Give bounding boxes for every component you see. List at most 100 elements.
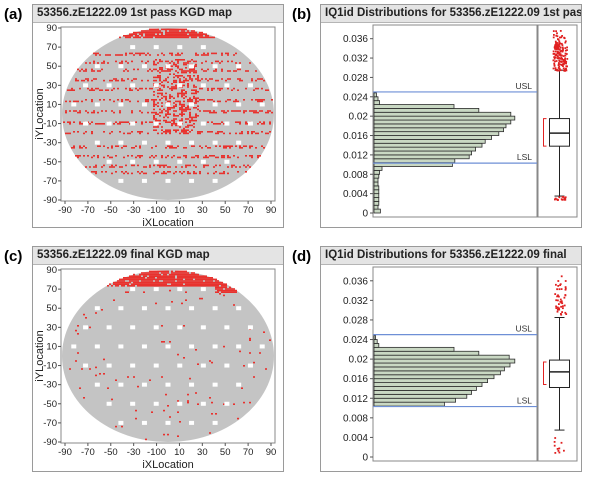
x-axis-label: iXLocation	[142, 217, 193, 229]
x-tick-label: 70	[243, 447, 254, 458]
outlier-point	[558, 57, 560, 59]
outlier-point	[553, 64, 556, 66]
histogram-bar	[373, 104, 455, 109]
outlier-point	[558, 67, 561, 70]
y-tick-label: -30	[43, 138, 57, 149]
outlier-point	[559, 54, 562, 57]
histogram-bar	[373, 358, 516, 364]
histogram-bar	[373, 142, 483, 148]
outlier-point	[562, 59, 565, 61]
histogram-bar	[373, 204, 379, 210]
outlier-point	[556, 47, 559, 50]
distribution-panel-final: IQ1id Distributions for 53356.zE1222.09 …	[320, 246, 582, 472]
outlier-point	[561, 35, 563, 37]
histogram-bar	[373, 146, 476, 152]
outlier-point	[562, 65, 564, 67]
outlier-point	[559, 57, 562, 60]
histogram-bar	[373, 346, 455, 352]
x-tick-label: -70	[81, 205, 95, 216]
outlier-point	[564, 57, 566, 60]
outlier-point	[557, 46, 560, 49]
y-tick-label: -50	[43, 157, 57, 168]
outliers	[553, 275, 568, 454]
outliers	[552, 30, 569, 201]
outlier-point	[562, 305, 564, 308]
outlier-point	[553, 46, 556, 49]
y-axis-label: iYLocation	[34, 330, 46, 381]
box	[549, 359, 570, 388]
outlier-point	[554, 47, 556, 50]
outlier-point	[556, 295, 558, 298]
outlier-point	[564, 311, 567, 314]
outlier-point	[552, 50, 555, 53]
lsl-label: LSL	[517, 152, 532, 162]
outlier-point	[557, 51, 560, 54]
distribution-chart: 0 0.004 0.008 0.012 0.016 0.02 0.024 0.028 0.032…	[343, 24, 578, 220]
histogram-bar	[373, 370, 501, 376]
x-tick-label: 50	[220, 447, 231, 458]
outlier-point	[556, 448, 559, 450]
outlier-point	[561, 302, 564, 305]
y-tick-label: 10	[46, 341, 57, 352]
outlier-point	[557, 47, 560, 50]
x-tick-label: -30	[127, 447, 141, 458]
outlier-point	[564, 197, 566, 200]
histogram-bar	[373, 378, 488, 383]
outlier-point	[564, 54, 567, 57]
outlier-point	[558, 308, 561, 311]
histogram-bar	[373, 100, 380, 105]
histogram-bar	[373, 92, 377, 98]
histogram-bar	[373, 397, 456, 403]
outlier-point	[556, 306, 559, 309]
outlier-point	[564, 41, 567, 44]
outlier-point	[565, 60, 568, 63]
outlier-point	[555, 34, 558, 37]
outlier-point	[554, 293, 557, 295]
y-tick-label: 0.024	[343, 335, 368, 346]
y-tick-label: 0.036	[343, 276, 368, 287]
outlier-point	[554, 437, 557, 439]
outlier-point	[556, 310, 559, 313]
outlier-point	[561, 57, 563, 60]
outlier-point	[560, 305, 562, 308]
panel-letter-a: (a)	[4, 6, 23, 23]
outlier-point	[564, 198, 567, 201]
outlier-point	[555, 46, 557, 49]
histogram-bar	[373, 131, 500, 136]
x-tick-label: 90	[266, 205, 277, 216]
outlier-point	[555, 42, 557, 45]
outlier-point	[562, 307, 564, 310]
outlier-point	[557, 44, 560, 47]
outlier-point	[555, 299, 558, 302]
histogram-bar	[373, 177, 379, 183]
y-tick-label: 0.028	[343, 73, 368, 84]
y-tick-label: -90	[43, 437, 57, 448]
outlier-point	[553, 52, 556, 55]
outlier-point	[560, 36, 563, 39]
outlier-point	[566, 49, 568, 51]
outlier-point	[555, 307, 558, 309]
x-tick-label: -90	[58, 205, 72, 216]
wafer-map-chart: 90 70 50 30 10 -10 -30 -50 -70 -90-90 -70 -50 -30 -10…	[34, 23, 277, 229]
outlier-point	[555, 30, 557, 33]
outlier-point	[562, 55, 565, 57]
y-tick-label: 0.012	[343, 150, 368, 161]
histogram-bars	[373, 92, 516, 214]
usl-label: USL	[515, 324, 532, 334]
outlier-point	[556, 35, 559, 38]
outlier-point	[557, 38, 560, 41]
outlier-point	[564, 288, 567, 291]
outlier-point	[552, 30, 555, 32]
panel-letter-b: (b)	[292, 6, 312, 23]
y-tick-label: 70	[46, 284, 57, 295]
outlier-point	[558, 288, 561, 291]
y-tick-label: -70	[43, 418, 57, 429]
outlier-point	[561, 196, 564, 198]
y-tick-label: 0.004	[343, 433, 368, 444]
outlier-point	[560, 300, 563, 303]
outlier-point	[565, 62, 567, 65]
y-tick-label: 0.012	[343, 394, 368, 405]
outlier-point	[553, 444, 556, 447]
outlier-point	[555, 43, 558, 46]
y-tick-label: -10	[43, 361, 57, 372]
